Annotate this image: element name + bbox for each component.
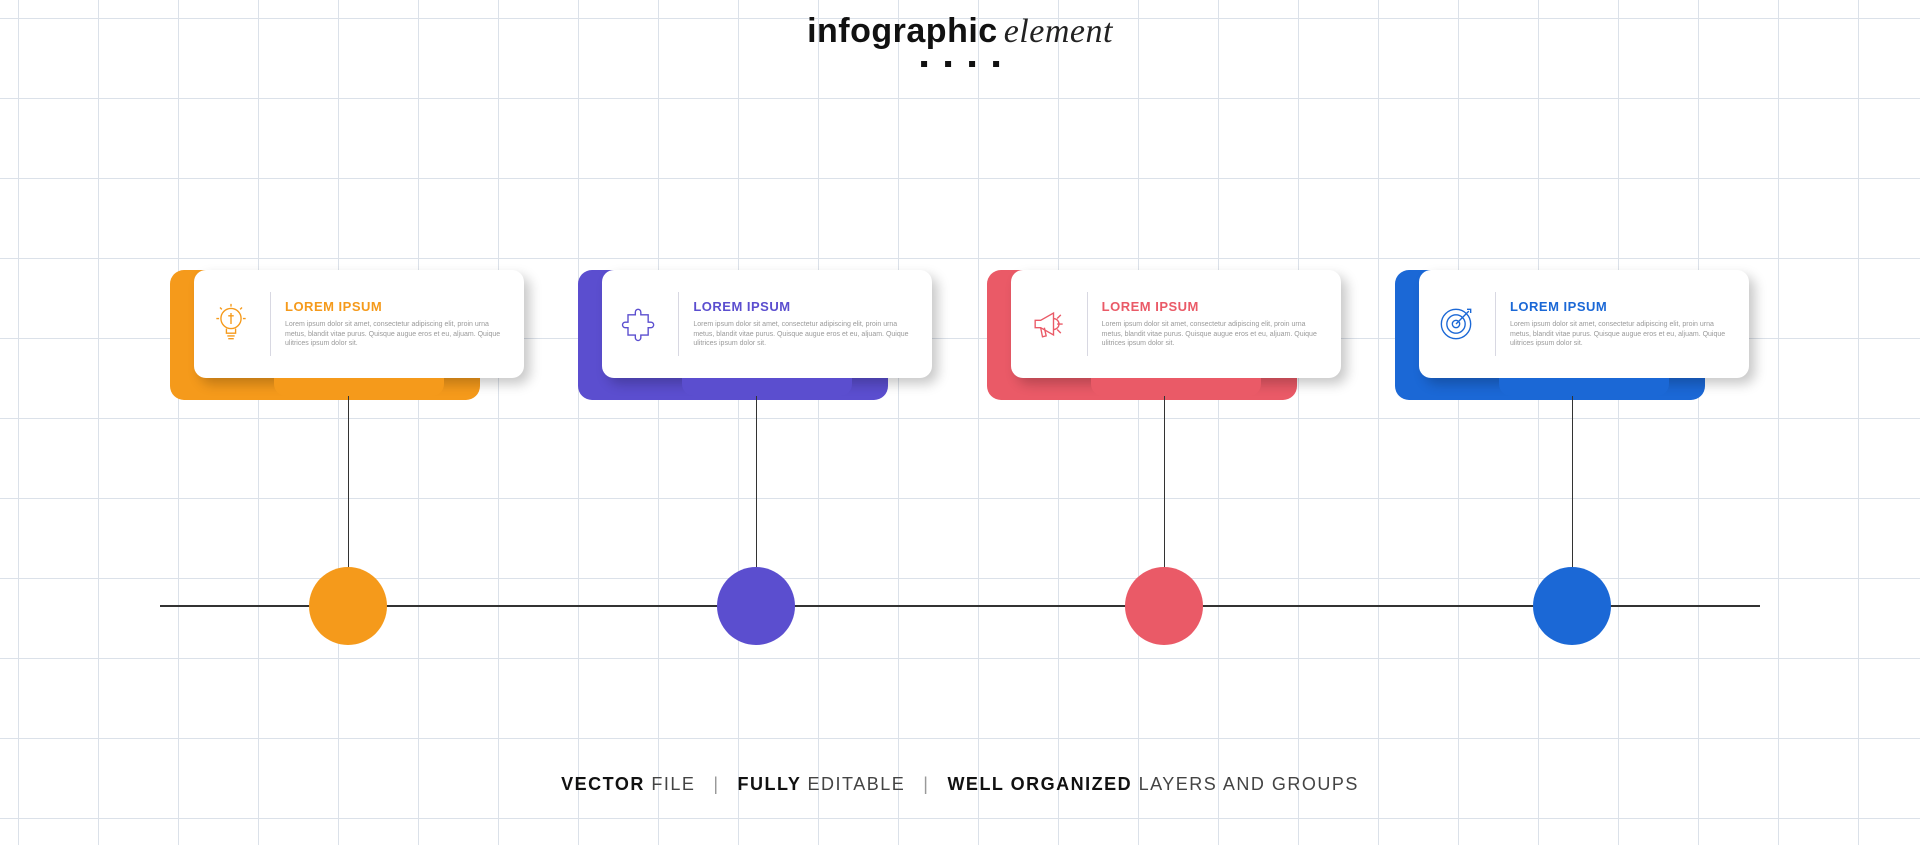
timeline-axis xyxy=(160,605,1760,607)
connector-line xyxy=(1572,396,1573,576)
page-title: infographicelement xyxy=(807,12,1113,51)
footer-light: FILE xyxy=(651,774,695,794)
card-content: LOREM IPSUM Lorem ipsum dolor sit amet, c… xyxy=(1102,299,1325,349)
dot xyxy=(921,61,927,67)
card-title: LOREM IPSUM xyxy=(693,299,916,314)
timeline-node xyxy=(1125,567,1203,645)
card-desc: Lorem ipsum dolor sit amet, consectetur … xyxy=(285,320,508,349)
dot xyxy=(993,61,999,67)
dot xyxy=(969,61,975,67)
footer-line: VECTOR FILE | FULLY EDITABLE | WELL ORGANIZE… xyxy=(561,774,1359,795)
step-card: LOREM IPSUM Lorem ipsum dolor sit amet, c… xyxy=(1419,270,1749,378)
connector-line xyxy=(1164,396,1165,576)
footer-separator: | xyxy=(713,774,719,794)
megaphone-icon xyxy=(1023,302,1073,346)
target-icon xyxy=(1431,302,1481,346)
footer-bold: FULLY xyxy=(738,774,808,794)
footer-light: EDITABLE xyxy=(808,774,906,794)
card-bottom-tab xyxy=(1091,378,1261,396)
step-card: LOREM IPSUM Lorem ipsum dolor sit amet, c… xyxy=(194,270,524,378)
card-title: LOREM IPSUM xyxy=(1102,299,1325,314)
card-content: LOREM IPSUM Lorem ipsum dolor sit amet, c… xyxy=(285,299,508,349)
card-bottom-tab xyxy=(1499,378,1669,396)
connector-line xyxy=(348,396,349,576)
card-content: LOREM IPSUM Lorem ipsum dolor sit amet, c… xyxy=(693,299,916,349)
connector-line xyxy=(756,396,757,576)
card-title: LOREM IPSUM xyxy=(285,299,508,314)
footer-light: LAYERS AND GROUPS xyxy=(1139,774,1359,794)
timeline-node xyxy=(1533,567,1611,645)
header: infographicelement xyxy=(807,12,1113,67)
step-card: LOREM IPSUM Lorem ipsum dolor sit amet, c… xyxy=(1011,270,1341,378)
card-divider xyxy=(1087,292,1088,356)
card-divider xyxy=(1495,292,1496,356)
card-desc: Lorem ipsum dolor sit amet, consectetur … xyxy=(693,320,916,349)
puzzle-icon xyxy=(614,302,664,346)
card-divider xyxy=(678,292,679,356)
footer-bold: WELL ORGANIZED xyxy=(947,774,1138,794)
card-content: LOREM IPSUM Lorem ipsum dolor sit amet, c… xyxy=(1510,299,1733,349)
title-dots xyxy=(807,61,1113,67)
card-title: LOREM IPSUM xyxy=(1510,299,1733,314)
card-bottom-tab xyxy=(682,378,852,396)
timeline-node xyxy=(309,567,387,645)
card-desc: Lorem ipsum dolor sit amet, consectetur … xyxy=(1102,320,1325,349)
card-divider xyxy=(270,292,271,356)
timeline-stage: STEP 01LOREM IPSUMLorem ipsum dolor sit … xyxy=(0,270,1920,670)
lightbulb-icon xyxy=(206,302,256,346)
title-bold: infographic xyxy=(807,12,998,50)
step-card: LOREM IPSUM Lorem ipsum dolor sit amet, c… xyxy=(602,270,932,378)
card-bottom-tab xyxy=(274,378,444,396)
card-desc: Lorem ipsum dolor sit amet, consectetur … xyxy=(1510,320,1733,349)
title-italic: element xyxy=(1004,13,1113,50)
dot xyxy=(945,61,951,67)
footer-bold: VECTOR xyxy=(561,774,651,794)
timeline-node xyxy=(717,567,795,645)
footer-separator: | xyxy=(923,774,929,794)
